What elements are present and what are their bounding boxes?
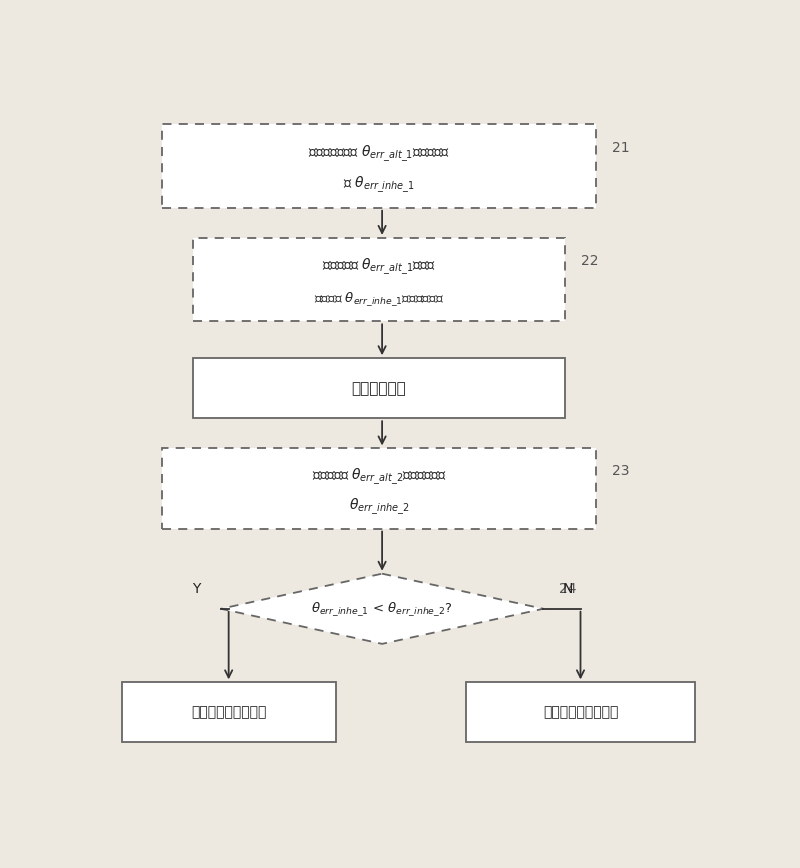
Bar bbox=[162, 449, 596, 529]
Text: 偏航误差 $\theta_{err\_inhe\_1}$进行偏航控制: 偏航误差 $\theta_{err\_inhe\_1}$进行偏航控制 bbox=[314, 290, 444, 307]
Text: Y: Y bbox=[192, 582, 200, 595]
Bar bbox=[193, 238, 565, 321]
Text: 24: 24 bbox=[559, 582, 577, 596]
Text: 固有偏航误差角为正: 固有偏航误差角为正 bbox=[191, 706, 266, 720]
Text: 固有偏航误差角为负: 固有偏航误差角为负 bbox=[543, 706, 618, 720]
Text: $\theta_{err\_inhe\_1}$ < $\theta_{err\_inhe\_2}$?: $\theta_{err\_inhe\_1}$ < $\theta_{err\_… bbox=[311, 600, 453, 618]
Bar bbox=[466, 682, 695, 742]
Text: $\theta_{err\_inhe\_2}$: $\theta_{err\_inhe\_2}$ bbox=[349, 496, 409, 517]
Text: 角 $\theta_{err\_inhe\_1}$: 角 $\theta_{err\_inhe\_1}$ bbox=[343, 174, 415, 194]
Text: 21: 21 bbox=[612, 141, 630, 155]
Text: 23: 23 bbox=[612, 464, 630, 477]
Text: 根据偏航角 $\theta_{err\_alt\_1}$和固有: 根据偏航角 $\theta_{err\_alt\_1}$和固有 bbox=[322, 257, 436, 277]
Text: 22: 22 bbox=[581, 254, 598, 268]
Text: N: N bbox=[563, 582, 574, 595]
Polygon shape bbox=[221, 574, 543, 644]
Bar bbox=[122, 682, 336, 742]
Text: 延时设定时间: 延时设定时间 bbox=[352, 381, 406, 396]
Text: 预先获得偏航角 $\theta_{err\_alt\_1}$及固有误差: 预先获得偏航角 $\theta_{err\_alt\_1}$及固有误差 bbox=[308, 143, 450, 164]
Text: 获得偏航角 $\theta_{err\_alt\_2}$及固有误差角: 获得偏航角 $\theta_{err\_alt\_2}$及固有误差角 bbox=[312, 466, 446, 487]
Bar bbox=[193, 358, 565, 418]
Bar bbox=[162, 124, 596, 207]
